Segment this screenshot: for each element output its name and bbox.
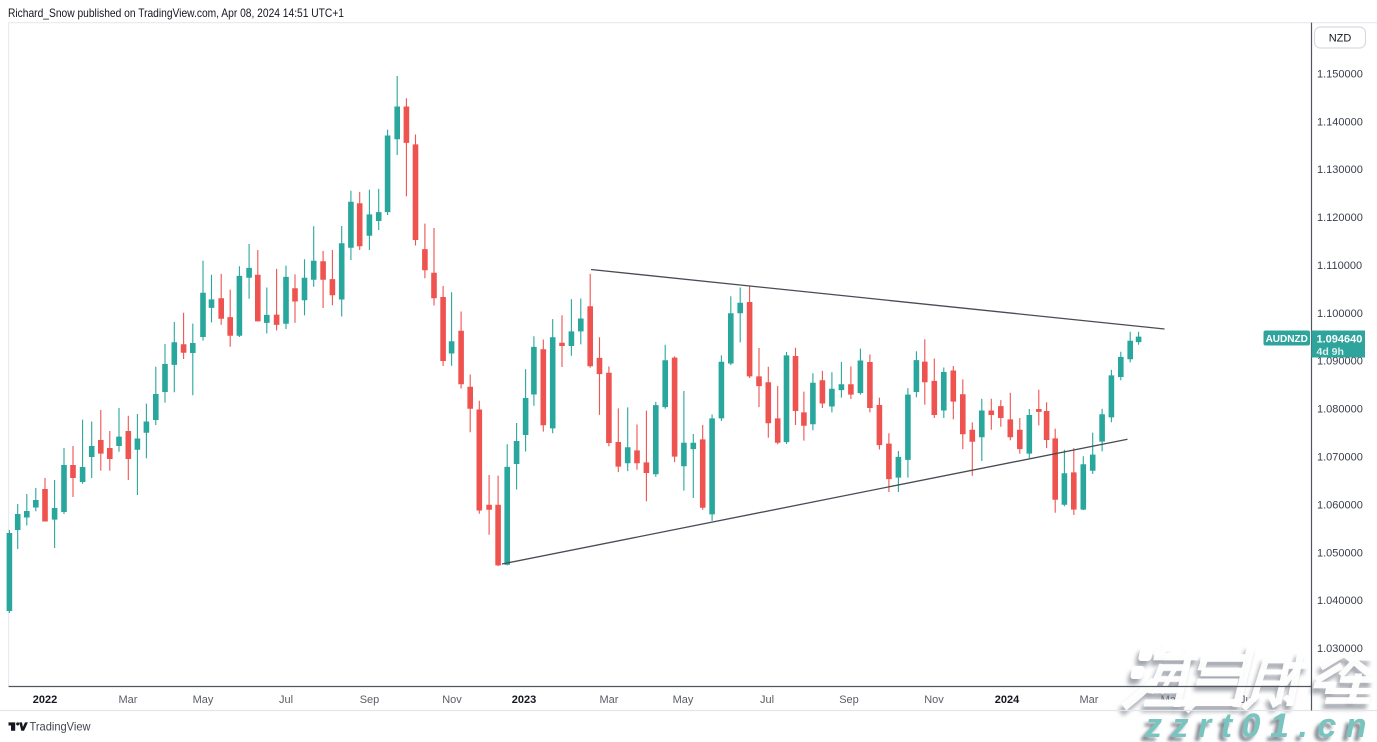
svg-text:Mar: Mar <box>1080 694 1099 706</box>
svg-text:1.030000: 1.030000 <box>1317 643 1363 655</box>
svg-text:1.130000: 1.130000 <box>1317 164 1363 176</box>
svg-text:Sep: Sep <box>839 694 859 706</box>
svg-text:1.100000: 1.100000 <box>1317 308 1363 320</box>
svg-text:Jul: Jul <box>760 694 774 706</box>
svg-text:1.070000: 1.070000 <box>1317 452 1363 464</box>
svg-text:AUDNZD: AUDNZD <box>1266 334 1308 345</box>
svg-text:May: May <box>193 694 214 706</box>
svg-text:Nov: Nov <box>924 694 944 706</box>
svg-text:4d 9h: 4d 9h <box>1317 346 1344 358</box>
svg-text:Mar: Mar <box>119 694 138 706</box>
svg-text:TradingView: TradingView <box>30 720 91 734</box>
svg-text:1.150000: 1.150000 <box>1317 68 1363 80</box>
svg-text:1.060000: 1.060000 <box>1317 499 1363 511</box>
svg-text:Jul: Jul <box>279 694 293 706</box>
svg-text:NZD: NZD <box>1329 33 1352 45</box>
svg-text:1.094640: 1.094640 <box>1317 333 1363 345</box>
svg-text:2024: 2024 <box>995 694 1020 706</box>
svg-text:zzrt01.cn: zzrt01.cn <box>1144 707 1376 742</box>
svg-text:Richard_Snow published on Trad: Richard_Snow published on TradingView.co… <box>8 7 344 20</box>
svg-text:2023: 2023 <box>512 694 536 706</box>
svg-text:Nov: Nov <box>442 694 462 706</box>
svg-text:1.050000: 1.050000 <box>1317 547 1363 559</box>
svg-text:1.040000: 1.040000 <box>1317 595 1363 607</box>
svg-text:1.090000: 1.090000 <box>1317 356 1363 368</box>
svg-text:Mar: Mar <box>600 694 619 706</box>
svg-text:1.110000: 1.110000 <box>1317 260 1362 272</box>
svg-text:1.080000: 1.080000 <box>1317 404 1363 416</box>
svg-text:Sep: Sep <box>360 694 380 706</box>
svg-text:1.140000: 1.140000 <box>1317 116 1363 128</box>
svg-text:May: May <box>673 694 694 706</box>
svg-text:1.120000: 1.120000 <box>1317 212 1363 224</box>
svg-text:2022: 2022 <box>33 694 57 706</box>
